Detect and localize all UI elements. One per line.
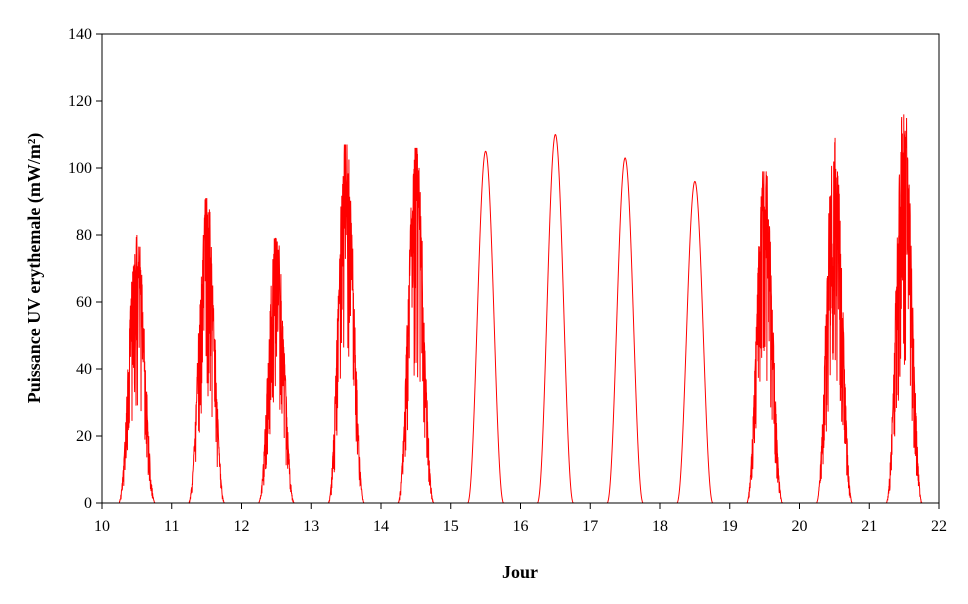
x-tick-label: 11 — [164, 518, 179, 535]
y-tick-label: 120 — [68, 93, 92, 110]
x-tick-label: 18 — [652, 518, 668, 535]
y-tick-label: 60 — [76, 294, 92, 311]
y-tick-label: 100 — [68, 160, 92, 177]
x-tick-label: 13 — [303, 518, 319, 535]
series-layer — [102, 114, 939, 504]
y-axis-title: Puissance UV erythemale (mW/m²) — [24, 133, 45, 404]
series-line-day-15 — [463, 150, 508, 504]
x-tick-label: 17 — [582, 518, 598, 535]
series-line-day-18 — [672, 180, 718, 504]
x-axis-title: Jour — [502, 562, 538, 582]
y-tick-label: 0 — [84, 495, 92, 512]
series-line-day-20 — [812, 137, 857, 504]
x-tick-label: 16 — [513, 518, 529, 535]
y-axis: 0 20 40 60 80 100 120 140 — [68, 26, 102, 512]
x-tick-label: 15 — [443, 518, 459, 535]
series-line-day-14 — [393, 147, 439, 504]
series-line-day-10 — [115, 234, 156, 504]
series-line-day-17 — [602, 157, 648, 504]
x-tick-label: 10 — [94, 518, 110, 535]
y-tick-label: 140 — [68, 26, 92, 43]
x-tick-label: 20 — [792, 518, 808, 535]
x-tick-label: 14 — [373, 518, 389, 535]
y-tick-label: 40 — [76, 361, 92, 378]
series-line-day-12 — [254, 237, 299, 504]
y-tick-label: 20 — [76, 428, 92, 445]
plot-area — [101, 33, 940, 504]
series-line-day-13 — [323, 144, 369, 504]
x-axis: 10 11 12 13 14 15 16 17 18 19 20 21 22 — [94, 503, 947, 535]
series-line-day-11 — [184, 198, 229, 504]
series-line-day-19 — [742, 171, 787, 504]
x-tick-label: 12 — [234, 518, 250, 535]
x-tick-label: 21 — [861, 518, 877, 535]
y-tick-label: 80 — [76, 227, 92, 244]
series-line-day-16 — [533, 133, 578, 504]
x-tick-label: 22 — [931, 518, 947, 535]
x-tick-label: 19 — [722, 518, 738, 535]
series-line-day-21 — [881, 114, 927, 504]
